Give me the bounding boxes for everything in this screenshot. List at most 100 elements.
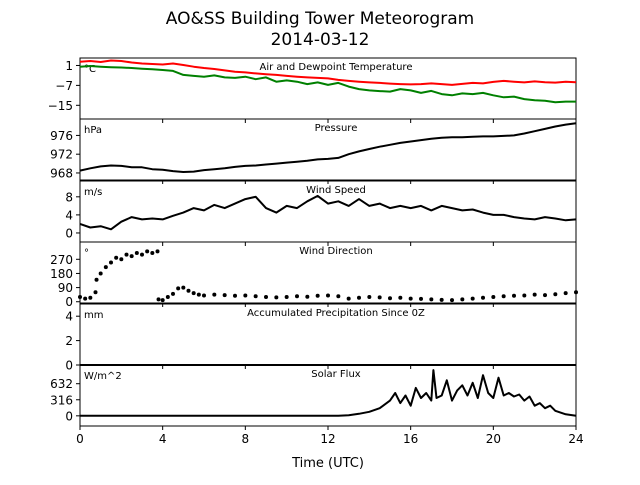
wind-direction-point <box>408 296 413 301</box>
y-tick-label: 972 <box>50 148 73 162</box>
wind-direction-point <box>124 252 129 257</box>
y-tick-label: 968 <box>50 166 73 180</box>
wind-direction-point <box>439 297 444 302</box>
wind-direction-point <box>274 295 279 300</box>
wind-direction-point <box>202 293 206 298</box>
wind-direction-point <box>491 295 496 300</box>
unit-label: W/m^2 <box>84 371 122 382</box>
y-tick-label: 2 <box>65 334 73 348</box>
y-tick-label: 90 <box>58 281 73 295</box>
wind-direction-point <box>243 293 248 298</box>
wind-direction-point <box>233 293 237 298</box>
wind-direction-point <box>419 296 423 301</box>
wind-direction-point <box>165 295 170 300</box>
air-temperature-line <box>79 59 577 86</box>
y-tick-label: 0 <box>65 409 73 423</box>
wind-direction-point <box>563 291 568 296</box>
wind-direction-point <box>450 298 454 303</box>
wind-direction-point <box>470 296 475 301</box>
wind-direction-point <box>94 277 99 282</box>
series-line <box>80 369 577 417</box>
wind-direction-point <box>357 295 361 300</box>
wind-direction-point <box>522 293 527 298</box>
wind-direction-point <box>305 294 310 299</box>
y-tick-label: 180 <box>50 267 73 281</box>
unit-label: ° <box>84 248 89 259</box>
wind-direction-point <box>501 294 506 299</box>
y-tick-label: −7 <box>55 79 73 93</box>
wind-direction-point <box>481 295 485 300</box>
wind-direction-point <box>315 293 320 298</box>
y-tick-label: 1 <box>65 59 73 73</box>
x-tick-label: 20 <box>486 432 501 446</box>
wind-direction-point <box>460 297 465 302</box>
y-tick-label: 270 <box>50 253 73 267</box>
wind-direction-point <box>377 295 382 300</box>
series-line <box>79 122 577 173</box>
y-tick-label: 8 <box>65 190 73 204</box>
dewpoint-line <box>79 65 576 104</box>
x-tick-label: 4 <box>159 432 167 446</box>
x-tick-label: 0 <box>76 432 84 446</box>
wind-direction-point <box>295 294 299 299</box>
wind-direction-point <box>284 295 289 300</box>
wind-direction-point <box>388 296 392 301</box>
y-tick-label: −15 <box>48 99 73 113</box>
unit-label: hPa <box>84 125 102 136</box>
wind-direction-point <box>398 295 403 300</box>
wind-direction-point <box>264 295 268 300</box>
panel-title: Pressure <box>315 123 358 134</box>
wind-direction-point <box>574 290 578 295</box>
wind-direction-point <box>78 295 82 300</box>
wind-direction-point <box>109 260 113 265</box>
wind-direction-point <box>326 293 330 298</box>
x-tick-label: 12 <box>320 432 335 446</box>
wind-direction-point <box>129 254 134 259</box>
wind-direction-point <box>346 296 351 301</box>
unit-label: mm <box>84 310 103 321</box>
wind-direction-point <box>145 249 150 254</box>
wind-direction-points <box>78 249 578 303</box>
wind-direction-point <box>429 297 434 302</box>
x-axis-label: Time (UTC) <box>291 456 364 471</box>
panel-1: Air and Dewpoint Temperature °C 1 −7 −15 <box>48 57 577 123</box>
panel-2: Pressure hPa 976 972 968 <box>50 118 577 184</box>
wind-direction-point <box>156 297 161 302</box>
wind-direction-point <box>543 293 547 298</box>
wind-direction-point <box>253 294 258 299</box>
y-tick-label: 316 <box>50 393 73 407</box>
y-tick-label: 4 <box>65 310 73 324</box>
wind-direction-point <box>336 294 341 299</box>
unit-label: °C <box>84 64 96 75</box>
wind-direction-point <box>83 296 88 301</box>
panel-title: Air and Dewpoint Temperature <box>260 62 413 73</box>
panel-5: Accumulated Precipitation Since 0Z mm 4 2 0 <box>65 303 577 373</box>
wind-direction-point <box>140 252 144 257</box>
wind-direction-point <box>134 251 139 256</box>
x-tick-label: 8 <box>242 432 250 446</box>
unit-label: m/s <box>84 187 102 198</box>
wind-direction-point <box>367 295 372 300</box>
y-tick-label: 4 <box>65 208 73 222</box>
wind-direction-point <box>103 265 108 270</box>
y-tick-label: 0 <box>65 226 73 240</box>
panel-title: Wind Speed <box>306 185 366 196</box>
x-tick-label: 16 <box>403 432 418 446</box>
wind-direction-point <box>98 271 103 276</box>
wind-direction-point <box>532 292 537 297</box>
wind-direction-point <box>88 295 93 300</box>
wind-direction-point <box>171 291 175 296</box>
wind-direction-point <box>93 290 98 295</box>
panel-title: Solar Flux <box>311 369 361 380</box>
panel-3: Wind Speed m/s 8 4 0 <box>65 180 577 246</box>
figure-title: AO&SS Building Tower Meteorogram <box>166 9 474 29</box>
wind-direction-point <box>160 298 165 303</box>
wind-direction-point <box>191 291 196 296</box>
series-line <box>79 194 577 231</box>
y-tick-label: 0 <box>65 359 73 373</box>
panel-6: Solar Flux W/m^2 632 316 00 4 8 12 16 20 24 <box>50 364 584 446</box>
wind-direction-point <box>553 292 558 297</box>
x-tick-label: 24 <box>568 432 583 446</box>
panel-title: Wind Direction <box>299 246 373 257</box>
wind-direction-point <box>155 249 160 254</box>
